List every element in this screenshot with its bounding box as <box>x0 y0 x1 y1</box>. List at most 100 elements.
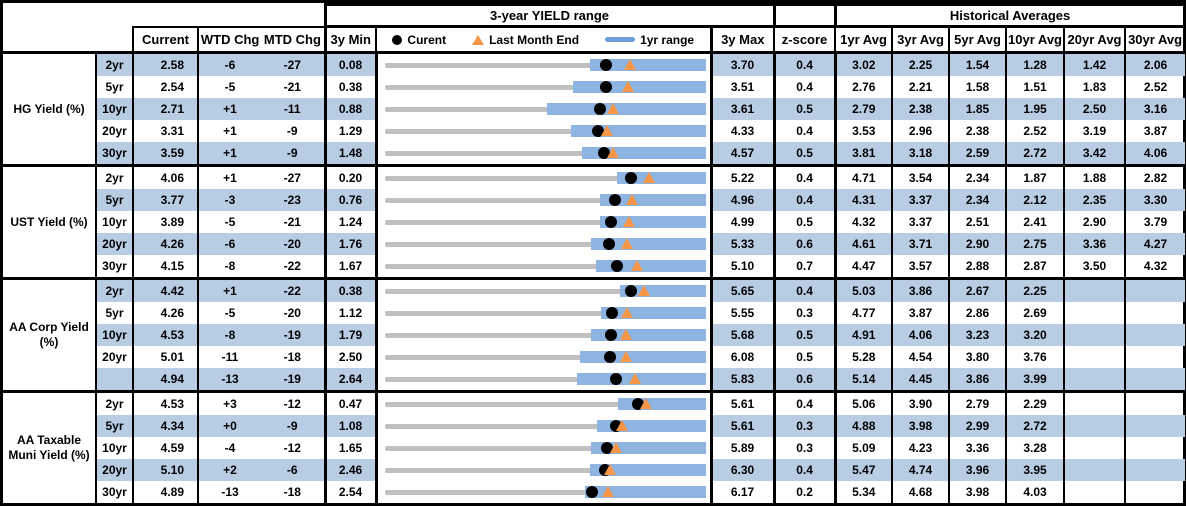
avg-cell: 2.88 <box>949 255 1008 279</box>
avg-cell: 4.54 <box>892 346 951 368</box>
avg-cell <box>1125 459 1186 481</box>
3y-range-track <box>384 107 706 112</box>
1yr-range-bar <box>579 351 706 363</box>
table-body: HG Yield (%) 2yr 2.58 -6 -27 0.08 3.70 0.4 3.02 2… <box>3 51 1186 503</box>
wtd-chg-cell: +1 <box>198 98 261 120</box>
avg-cell: 3.42 <box>1064 142 1127 166</box>
range-chart <box>384 76 706 98</box>
3y-min-cell: 2.64 <box>325 368 378 392</box>
z-score-cell: 0.6 <box>774 233 837 255</box>
current-dot-icon <box>597 147 610 159</box>
avg-cell: 2.12 <box>1006 189 1066 211</box>
last-month-end-triangle-icon <box>631 260 644 271</box>
range-chart <box>384 346 706 368</box>
avg-cell: 5.03 <box>835 277 894 302</box>
last-month-end-triangle-icon <box>639 398 652 409</box>
avg-cell: 2.82 <box>1125 164 1186 189</box>
3y-min-cell: 1.08 <box>325 415 378 437</box>
range-chart-cell <box>376 368 713 392</box>
mtd-chg-cell: -12 <box>261 390 327 415</box>
table-row: 4.94 -13 -19 2.64 5.83 0.6 5.14 4.45 3.86 3.99 <box>3 368 1186 392</box>
avg-cell: 2.06 <box>1125 51 1186 76</box>
chart-legend-cell: Curent Last Month End 1yr range <box>375 25 713 54</box>
current-dot-icon <box>604 329 617 341</box>
range-chart-cell <box>376 415 713 437</box>
avg-cell: 3.71 <box>892 233 951 255</box>
avg-cell: 4.27 <box>1125 233 1186 255</box>
3y-max-cell: 4.99 <box>711 211 776 233</box>
group-label: AA Taxable Muni Yield (%) <box>3 390 97 503</box>
tenor-cell: 10yr <box>96 98 134 120</box>
historical-averages-title: Historical Averages <box>833 3 1186 28</box>
avg-cell <box>1064 481 1127 503</box>
1yr-range-bar <box>546 103 706 115</box>
avg-cell <box>1125 324 1186 346</box>
range-chart <box>384 459 706 481</box>
range-chart-cell <box>376 164 713 189</box>
mtd-chg-cell: -11 <box>261 98 327 120</box>
wtd-chg-cell: -13 <box>221 485 239 499</box>
mtd-chg-cell: -22 <box>261 255 327 279</box>
avg-cell: 3.16 <box>1125 98 1186 120</box>
3y-max-cell: 3.51 <box>711 76 776 98</box>
zscore-spacer <box>772 3 837 28</box>
avg-cell: 2.76 <box>835 76 894 98</box>
last-month-end-triangle-icon <box>607 147 620 158</box>
current-cell: 4.06 <box>133 164 199 189</box>
table-row: HG Yield (%) 2yr 2.58 -6 -27 0.08 3.70 0.4 3.02 2… <box>3 51 1186 166</box>
3y-min-cell: 1.12 <box>325 302 378 324</box>
avg-cell <box>1125 415 1186 437</box>
avg-cell: 4.88 <box>835 415 894 437</box>
wtd-chg-cell: -8 <box>198 324 261 346</box>
mtd-chg-cell: -19 <box>261 324 327 346</box>
avg-cell: 4.77 <box>835 302 894 324</box>
avg-cell: 3.30 <box>1125 189 1186 211</box>
last-month-end-triangle-icon <box>606 103 619 114</box>
avg-cell <box>1125 277 1186 302</box>
avg-cell: 1.88 <box>1064 164 1127 189</box>
avg-cell <box>1064 390 1127 415</box>
avg-cell: 3.79 <box>1143 215 1168 229</box>
current-dot-icon <box>600 59 613 71</box>
tenor-cell: 20yr <box>96 459 134 481</box>
tenor-cell <box>96 368 134 392</box>
col-header-zscore: z-score <box>773 25 837 54</box>
table-row: 5yr 3.77 -3 -23 0.76 4.96 0.4 4.31 3.37 2.34 2.12 2… <box>3 189 1186 211</box>
last-month-end-triangle-icon <box>629 373 642 384</box>
z-score-cell: 0.4 <box>774 76 837 98</box>
current-dot-icon <box>586 486 599 498</box>
mtd-chg-cell: -19 <box>261 368 327 392</box>
3y-range-track <box>384 85 706 90</box>
last-month-end-triangle-icon <box>621 238 634 249</box>
table-row: 30yr 4.89 -13 -18 2.54 6.17 0.2 5.34 4.68 3.98 4.0… <box>3 481 1185 503</box>
current-cell: 4.26 <box>133 233 199 255</box>
mtd-chg-cell: -9 <box>261 120 327 142</box>
avg-cell: 3.02 <box>835 51 894 76</box>
range-chart <box>384 481 706 503</box>
tenor-cell: 5yr <box>96 302 134 324</box>
3y-max-cell: 5.10 <box>711 255 776 279</box>
current-cell: 3.31 <box>133 120 199 142</box>
3y-max-cell: 6.08 <box>711 346 776 368</box>
current-dot-icon <box>608 194 621 206</box>
tenor-cell: 30yr <box>96 481 134 503</box>
avg-cell: 3.37 <box>892 189 951 211</box>
avg-cell: 3.86 <box>892 277 951 302</box>
avg-cell: 2.69 <box>1006 302 1066 324</box>
avg-cell: 3.86 <box>949 368 1008 392</box>
last-month-end-triangle-icon <box>472 34 485 45</box>
current-dot-icon <box>605 216 618 228</box>
z-score-cell: 0.5 <box>774 346 837 368</box>
current-cell: 4.34 <box>133 415 199 437</box>
range-chart-cell <box>376 302 713 324</box>
current-dot-icon <box>624 285 637 297</box>
tenor-cell: 10yr <box>96 211 134 233</box>
col-header-3yr-avg: 3yr Avg <box>891 25 951 54</box>
mtd-chg-cell: -20 <box>261 302 327 324</box>
col-header-wtd: WTD Chg <box>200 31 260 47</box>
avg-cell: 4.06 <box>1125 142 1186 166</box>
avg-cell: 1.87 <box>1006 164 1066 189</box>
avg-cell <box>1064 368 1127 392</box>
avg-cell: 1.54 <box>949 51 1008 76</box>
